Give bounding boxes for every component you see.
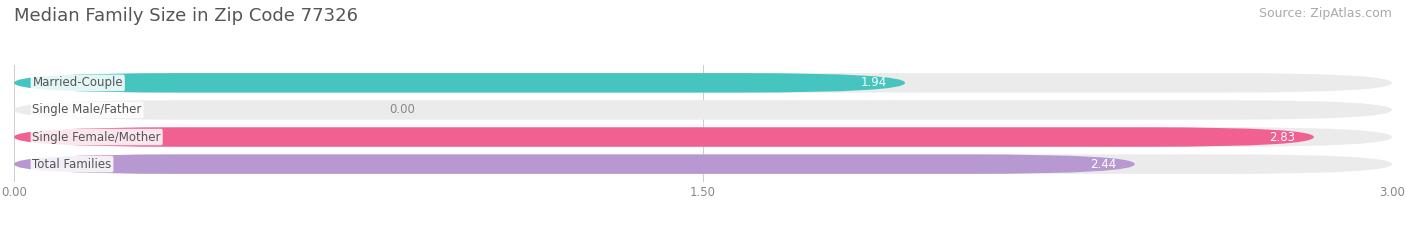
Text: Single Male/Father: Single Male/Father [32, 103, 142, 116]
FancyBboxPatch shape [14, 154, 1135, 174]
FancyBboxPatch shape [14, 73, 1392, 93]
Text: 0.00: 0.00 [389, 103, 415, 116]
Text: Single Female/Mother: Single Female/Mother [32, 130, 160, 144]
FancyBboxPatch shape [14, 100, 1392, 120]
FancyBboxPatch shape [14, 154, 1392, 174]
Text: 1.94: 1.94 [860, 76, 887, 89]
Text: Median Family Size in Zip Code 77326: Median Family Size in Zip Code 77326 [14, 7, 359, 25]
Text: 2.83: 2.83 [1270, 130, 1295, 144]
Text: Married-Couple: Married-Couple [32, 76, 124, 89]
FancyBboxPatch shape [14, 127, 1313, 147]
Text: 2.44: 2.44 [1090, 158, 1116, 171]
Text: Source: ZipAtlas.com: Source: ZipAtlas.com [1258, 7, 1392, 20]
FancyBboxPatch shape [14, 73, 905, 93]
FancyBboxPatch shape [14, 127, 1392, 147]
Text: Total Families: Total Families [32, 158, 111, 171]
